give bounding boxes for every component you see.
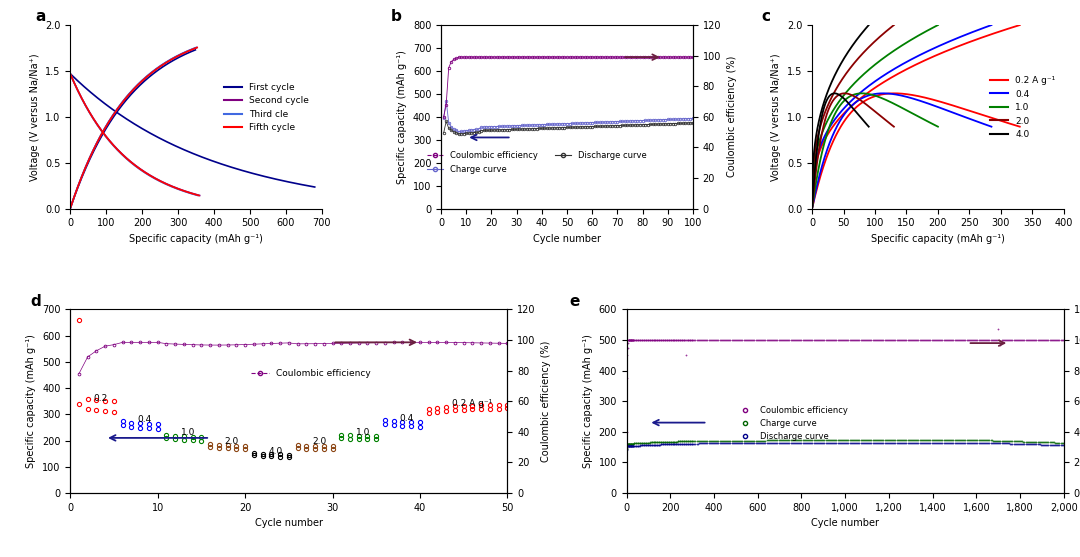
Text: 4.0: 4.0 [269,447,283,456]
X-axis label: Cycle number: Cycle number [811,518,879,528]
Legend: 0.2 A g⁻¹, 0.4, 1.0, 2.0, 4.0: 0.2 A g⁻¹, 0.4, 1.0, 2.0, 4.0 [986,72,1059,143]
X-axis label: Cycle number: Cycle number [534,234,600,244]
X-axis label: Specific capacity (mAh g⁻¹): Specific capacity (mAh g⁻¹) [130,234,264,244]
Text: 0.2: 0.2 [94,394,108,403]
Y-axis label: Coulombic efficiency (%): Coulombic efficiency (%) [727,56,737,178]
Text: e: e [570,294,580,309]
Text: 1.0: 1.0 [356,428,370,437]
X-axis label: Cycle number: Cycle number [255,518,323,528]
Text: 2.0: 2.0 [225,437,239,446]
Text: 2.0: 2.0 [312,437,326,446]
Text: 0.2 A g⁻¹: 0.2 A g⁻¹ [453,399,492,408]
Text: c: c [761,9,771,25]
Legend: First cycle, Second cycle, Third cle, Fifth cycle: First cycle, Second cycle, Third cle, Fi… [220,79,312,136]
Y-axis label: Specific capacity (mAh g⁻¹): Specific capacity (mAh g⁻¹) [583,334,593,468]
Text: 1.0: 1.0 [181,428,195,437]
Legend: Coulombic efficiency: Coulombic efficiency [247,365,375,382]
Text: 0.4: 0.4 [400,414,414,423]
Legend: Coulombic efficiency, Charge curve, Discharge curve: Coulombic efficiency, Charge curve, Disc… [423,148,650,177]
Legend: Coulombic efficiency, Charge curve, Discharge curve: Coulombic efficiency, Charge curve, Disc… [733,402,852,444]
Y-axis label: Specific capacity (mAh g⁻¹): Specific capacity (mAh g⁻¹) [397,50,407,184]
Text: d: d [31,294,42,309]
X-axis label: Specific capacity (mAh g⁻¹): Specific capacity (mAh g⁻¹) [870,234,1004,244]
Y-axis label: Voltage (V versus Na/Na⁺): Voltage (V versus Na/Na⁺) [29,53,40,180]
Y-axis label: Coulombic efficiency (%): Coulombic efficiency (%) [541,340,551,462]
Text: a: a [35,9,45,25]
Y-axis label: Voltage (V versus Na/Na⁺): Voltage (V versus Na/Na⁺) [771,53,782,180]
Text: 0.4: 0.4 [137,415,151,424]
Text: b: b [391,9,402,25]
Y-axis label: Specific capacity (mAh g⁻¹): Specific capacity (mAh g⁻¹) [26,334,37,468]
